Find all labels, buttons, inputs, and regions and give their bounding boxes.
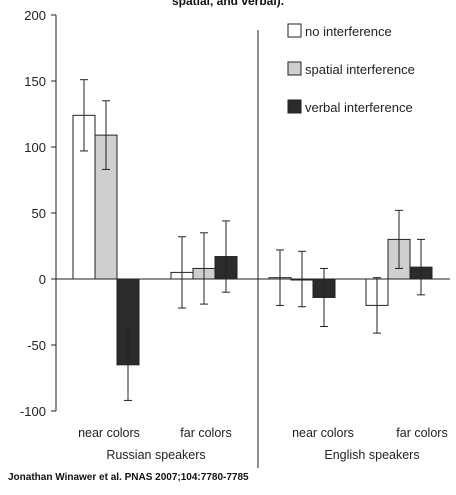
chart-error-bars (80, 79, 425, 401)
legend-swatch (287, 23, 302, 38)
group-label: Russian speakers (106, 448, 205, 462)
category-label: far colors (396, 426, 447, 440)
y-tick-label: -50 (27, 338, 46, 353)
chart-title-fragment: spatial, and verbal). (171, 0, 285, 8)
y-tick-label: 50 (32, 206, 46, 221)
chart-labels: near colors far colors Russian speakers nea… (78, 426, 448, 462)
legend-label: spatial interference (305, 62, 415, 77)
chart-legend: no interference spatial interference verba… (287, 23, 415, 115)
group-label: English speakers (324, 448, 419, 462)
y-tick-label: 150 (24, 74, 46, 89)
y-tick-label: 100 (24, 140, 46, 155)
legend-swatch (287, 61, 302, 76)
figure-credit: Jonathan Winawer et al. PNAS 2007;104:77… (8, 472, 249, 483)
legend-label: verbal interference (305, 100, 413, 115)
category-label: far colors (180, 426, 231, 440)
legend-swatch (287, 99, 302, 114)
chart-bars (72, 114, 433, 366)
y-tick-label: 200 (24, 8, 46, 23)
y-tick-label: 0 (39, 272, 46, 287)
category-label: near colors (78, 426, 140, 440)
legend-label: no interference (305, 24, 392, 39)
y-tick-label: -100 (20, 404, 46, 419)
category-label: near colors (292, 426, 354, 440)
